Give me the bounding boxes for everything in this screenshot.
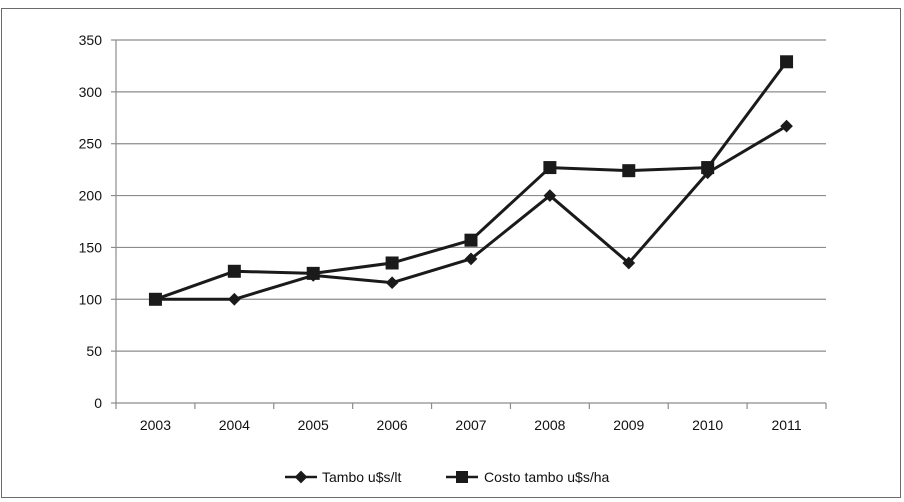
x-axis-tick-labels: 2003 2004 2005 2006 2007 2008 2009 2010 2011 [140, 417, 802, 433]
y-tick-label: 200 [79, 188, 103, 204]
square-marker [385, 256, 399, 270]
legend-item-tambo: Tambo u$s/lt [285, 469, 401, 485]
gridlines [116, 39, 826, 352]
square-marker [701, 161, 715, 175]
diamond-marker [464, 252, 478, 266]
x-tick-label: 2009 [613, 417, 644, 433]
square-marker [148, 292, 162, 306]
square-marker [622, 164, 636, 178]
y-axis-tick-labels: 0 50 100 150 200 250 300 350 [79, 32, 103, 411]
square-marker [464, 233, 478, 247]
x-tick-label: 2004 [219, 417, 250, 433]
x-tick-label: 2008 [534, 417, 565, 433]
legend: Tambo u$s/lt Costo tambo u$s/ha [285, 469, 610, 485]
legend-square-marker [456, 471, 468, 483]
legend-diamond-marker [294, 470, 308, 484]
x-tick-label: 2003 [140, 417, 171, 433]
series-line-0 [155, 124, 788, 301]
y-tick-label: 300 [79, 84, 103, 100]
diamond-marker [385, 276, 399, 290]
y-tick-label: 100 [79, 291, 103, 307]
y-tick-label: 50 [86, 343, 102, 359]
x-tick-label: 2005 [298, 417, 329, 433]
chart-frame [1, 8, 901, 498]
square-marker [780, 55, 794, 69]
square-marker [306, 266, 320, 280]
y-tick-label: 150 [79, 239, 103, 255]
y-tick-label: 350 [79, 32, 103, 48]
axes [111, 39, 827, 409]
legend-label-tambo: Tambo u$s/lt [322, 469, 401, 485]
y-tick-label: 250 [79, 136, 103, 152]
diamond-marker [227, 292, 241, 306]
diamond-marker [780, 119, 793, 133]
legend-label-costo-tambo: Costo tambo u$s/ha [484, 469, 610, 485]
series-markers [148, 55, 794, 306]
x-tick-label: 2006 [377, 417, 408, 433]
square-marker [227, 264, 241, 278]
square-marker [543, 161, 557, 175]
x-tick-label: 2010 [692, 417, 723, 433]
y-tick-label: 0 [94, 395, 102, 411]
legend-item-costo-tambo: Costo tambo u$s/ha [446, 469, 610, 485]
x-tick-label: 2011 [772, 417, 802, 433]
x-tick-label: 2007 [455, 417, 486, 433]
